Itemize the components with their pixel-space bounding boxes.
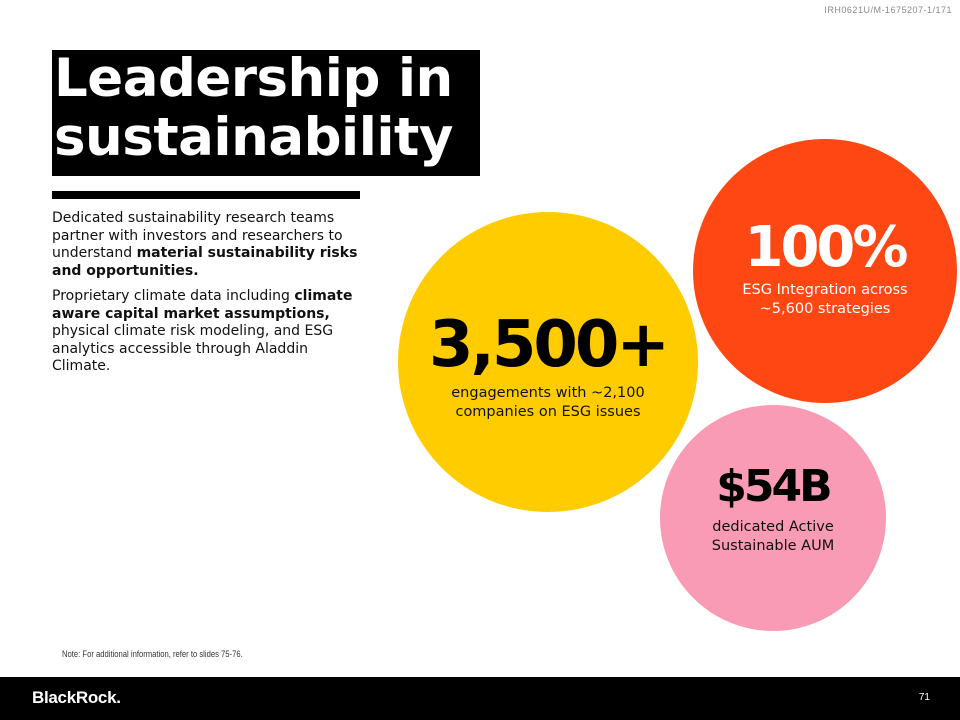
integration-description: ESG Integration across ~5,600 strategies	[742, 282, 908, 317]
paragraph-climate-data: Proprietary climate data including clima…	[52, 288, 362, 376]
paragraph-research-text: Dedicated sustainability research teams …	[52, 210, 343, 261]
paragraph-research-bold: material sustainability risks and opport…	[52, 245, 358, 279]
title-divider	[52, 191, 360, 199]
blackrock-logo: BlackRock.	[32, 688, 121, 707]
integration-stat-circle: 100% ESG Integration across ~5,600 strat…	[693, 139, 957, 403]
paragraph-climate-bold: climate aware capital market assumptions…	[52, 288, 353, 322]
page-number: 71	[918, 692, 930, 703]
paragraph-research: Dedicated sustainability research teams …	[52, 210, 362, 280]
engagements-value: 3,500+	[428, 308, 670, 382]
document-id: IRH0621U/M-1675207-1/171	[824, 5, 952, 15]
footnote: Note: For additional information, refer …	[62, 649, 243, 659]
engagements-description: engagements with ~2,100 companies on ESG…	[451, 385, 645, 420]
integration-value: 100%	[744, 215, 908, 280]
page-title-line-1: Leadership in	[54, 48, 453, 109]
paragraph-climate-text: Proprietary climate data including	[52, 288, 295, 304]
page-title-line-2: sustainability	[54, 107, 453, 168]
aum-value: $54B	[716, 461, 832, 512]
aum-description: dedicated Active Sustainable AUM	[711, 519, 835, 554]
title-block: Leadership in sustainability	[52, 48, 480, 176]
body-text: Dedicated sustainability research teams …	[52, 210, 362, 384]
footer-bar: BlackRock. 71	[0, 677, 960, 720]
paragraph-climate-text-end: physical climate risk modeling, and ESG …	[52, 323, 334, 374]
aum-stat-circle: $54B dedicated Active Sustainable AUM	[660, 405, 886, 631]
engagements-stat-circle: 3,500+ engagements with ~2,100 companies…	[398, 212, 698, 512]
